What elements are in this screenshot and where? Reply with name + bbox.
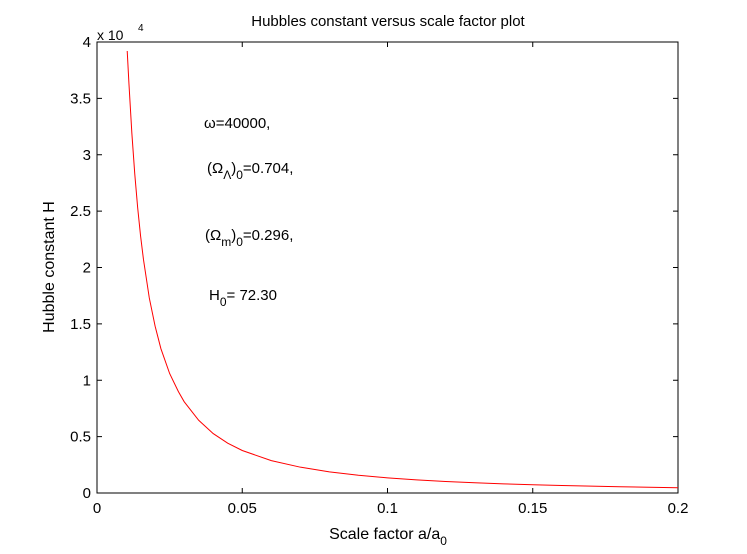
axis-tick-labels: 0 0.05 0.1 0.15 0.2 0 0.5 1 1.5 2 2.5 3 3.5 4 <box>70 34 688 517</box>
chart-title: Hubbles constant versus scale factor plo… <box>251 13 525 30</box>
y-tick-label: 3.5 <box>70 90 91 107</box>
x-axis-label-subscript: 0 <box>440 534 447 548</box>
y-multiplier-base: x 10 <box>97 27 124 43</box>
x-tick-label: 0.2 <box>668 500 689 517</box>
y-tick-label: 1 <box>83 372 91 389</box>
y-tick-label: 0 <box>83 485 91 502</box>
annotation-line-0: ω=40000, <box>204 115 270 132</box>
annotation-line-3: H0= 72.30 <box>209 287 277 309</box>
x-tick-label: 0.05 <box>228 500 257 517</box>
y-tick-label: 4 <box>83 34 91 51</box>
y-multiplier-exponent: 4 <box>138 23 144 34</box>
x-axis-label-main: Scale factor a/a <box>329 526 440 543</box>
axis-ticks <box>96 41 679 494</box>
parameter-annotations: ω=40000, (ΩΛ)0=0.704, (Ωm)0=0.296, H0= 72.3… <box>204 115 293 309</box>
annotation-line-2: (Ωm)0=0.296, <box>205 227 293 249</box>
y-tick-label: 0.5 <box>70 429 91 446</box>
y-axis-label: Hubble constant H <box>41 201 58 333</box>
y-tick-label: 1.5 <box>70 316 91 333</box>
y-tick-label: 2 <box>83 260 91 277</box>
x-tick-label: 0.1 <box>377 500 398 517</box>
plot-area-frame <box>96 41 679 494</box>
annotation-line-1: (ΩΛ)0=0.704, <box>207 160 293 182</box>
y-tick-label: 2.5 <box>70 203 91 220</box>
x-tick-label: 0.15 <box>518 500 547 517</box>
x-axis-label: Scale factor a/a0 <box>329 526 447 548</box>
x-tick-label: 0 <box>93 500 101 517</box>
y-tick-label: 3 <box>83 147 91 164</box>
y-axis-multiplier: x 10 4 <box>97 23 144 43</box>
series-line-hubble <box>126 50 679 489</box>
